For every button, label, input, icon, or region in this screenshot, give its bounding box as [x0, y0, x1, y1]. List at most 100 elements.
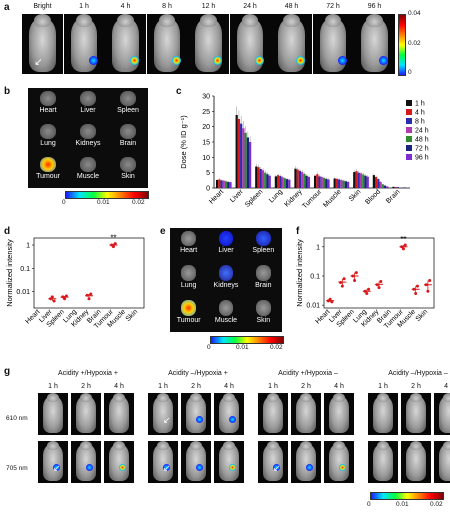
panel-a-colorbar	[398, 14, 406, 76]
panel-b-organ-image: Heart Liver Spleen Lung Kidneys Brain Tumour Mu…	[28, 88, 148, 188]
panel-a-mouse-image	[105, 14, 146, 74]
tumour-signal-spot	[119, 463, 127, 471]
tumour-signal-spot	[196, 463, 204, 471]
organ-image-tumour	[181, 300, 197, 316]
mouse-head	[377, 393, 389, 403]
panel-g-time-label: 4 h	[444, 383, 450, 390]
panel-g-mouse-image	[368, 393, 398, 435]
panel-g-condition-label: Acidity –/Hypoxia +	[168, 370, 228, 377]
bar	[227, 181, 230, 188]
panel-g-colorbar-tick-0: 0	[367, 501, 371, 508]
mouse-head	[80, 393, 92, 403]
organ-image-tumour	[40, 157, 56, 173]
data-point	[379, 279, 383, 283]
panel-e-colorbar-tick-0: 0	[207, 344, 211, 351]
panel-a-timepoint-label: 96 h	[367, 3, 382, 10]
mouse-body	[76, 443, 96, 482]
bar	[379, 181, 382, 188]
bar	[403, 187, 406, 188]
mouse-body	[263, 443, 283, 482]
bar	[386, 186, 389, 188]
data-point	[52, 299, 56, 303]
data-point	[424, 283, 428, 287]
y-tick-label: 15	[202, 140, 210, 147]
bar	[353, 172, 356, 188]
mouse-body	[296, 443, 316, 482]
panel-g-time-label: 2 h	[81, 383, 91, 390]
bar	[347, 181, 350, 188]
mouse-body	[329, 443, 349, 482]
organ-image-kidneys	[80, 124, 96, 139]
panel-g-condition-label: Acidity –/Hypoxia –	[388, 370, 448, 377]
mouse-body	[406, 443, 426, 482]
mouse-head	[47, 393, 59, 403]
mouse-body	[186, 443, 206, 482]
organ-label: Heart	[39, 106, 57, 114]
data-point	[426, 289, 430, 293]
bar	[279, 176, 282, 188]
data-point	[400, 245, 404, 249]
panel-g-mouse-image	[324, 441, 354, 483]
tumour-signal-spot	[163, 463, 171, 471]
data-point	[401, 247, 405, 251]
bar	[318, 176, 321, 188]
organ-image-heart	[181, 230, 197, 247]
plot-frame	[323, 237, 435, 309]
legend-label: 96 h	[415, 155, 429, 162]
mouse-head	[283, 14, 300, 28]
significance-annotation: **	[400, 235, 406, 244]
organ-label: Kidneys	[213, 282, 239, 290]
panel-b-colorbar	[65, 191, 149, 199]
mouse-head	[190, 393, 202, 403]
bar	[235, 115, 238, 188]
tumour-signal-spot	[229, 415, 237, 423]
y-tick-label: 0	[206, 186, 210, 193]
data-point	[367, 287, 371, 291]
organ-label: Kidneys	[75, 140, 101, 147]
bar	[244, 132, 247, 188]
y-tick-label: 25	[202, 109, 210, 116]
bar	[335, 178, 339, 188]
y-tick-label: 0.1	[310, 273, 320, 280]
data-point	[363, 289, 367, 293]
tumour-signal-spot	[273, 463, 281, 471]
y-tick-label: 1	[316, 244, 320, 251]
y-axis-label: Normalized intensity	[295, 239, 304, 307]
panel-g-time-label: 1 h	[378, 383, 388, 390]
bar	[375, 176, 378, 188]
panel-g-time-label: 2 h	[411, 383, 421, 390]
organ-image-spleen	[255, 230, 271, 247]
panel-g-time-label: 2 h	[301, 383, 311, 390]
panel-e-colorbar-tick-1: 0.01	[236, 344, 249, 351]
panel-g-mouse-image	[258, 393, 288, 435]
y-tick-label: 0.01	[306, 303, 320, 310]
bar	[298, 170, 302, 188]
panel-a-timepoint-label: 72 h	[326, 3, 340, 10]
mouse-head	[158, 14, 176, 28]
y-axis-label: Normalized intensity	[5, 239, 14, 307]
panel-a-timepoint-label: 48 h	[284, 3, 299, 10]
bar	[401, 187, 404, 188]
bar	[283, 178, 286, 188]
organ-image-spleen	[120, 90, 136, 106]
panel-b-colorbar-tick-2: 0.02	[132, 199, 145, 206]
data-point	[354, 271, 358, 275]
bar	[249, 142, 252, 188]
mouse-body	[109, 443, 129, 482]
mouse-head	[267, 393, 279, 403]
data-point	[365, 292, 369, 296]
legend-label: 1 h	[415, 101, 425, 108]
bar	[338, 179, 341, 188]
legend-swatch	[406, 127, 412, 133]
x-tick-label: Blood	[364, 188, 382, 206]
x-tick-label: Lung	[268, 188, 284, 204]
tumour-signal-spot	[296, 56, 306, 66]
organ-label: Lung	[40, 140, 56, 147]
bar	[307, 176, 311, 188]
mouse-head	[157, 393, 169, 403]
panel-a-timepoint-label: 24 h	[243, 3, 257, 10]
panel-a-timepoint-label: 4 h	[120, 3, 131, 10]
tumour-signal-spot	[306, 463, 314, 471]
data-point	[339, 280, 343, 284]
bar	[316, 174, 319, 188]
